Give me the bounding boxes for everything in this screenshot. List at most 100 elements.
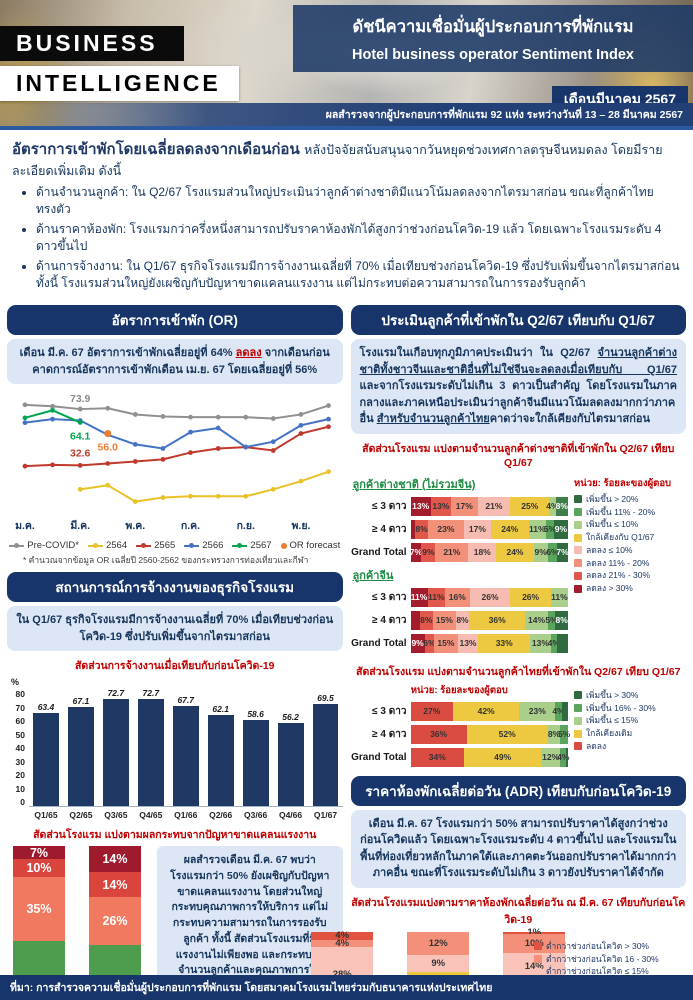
brand-logo: BUSINESS INTELLIGENCE (0, 26, 239, 101)
svg-text:32.6: 32.6 (70, 449, 91, 460)
survey-note: ผลสำรวจจากผู้ประกอบการที่พักแรม 92 แห่ง … (0, 103, 693, 126)
legend-swatch (574, 691, 582, 700)
stacked-row: Grand Total 34% 49% 12% 4% (351, 747, 569, 767)
bar-segment: 9% (410, 633, 425, 653)
svg-text:พ.ย.: พ.ย. (292, 521, 311, 532)
legend-item: เพิ่มขึ้น ≤ 10% (574, 520, 686, 530)
column-segment: 4% (311, 930, 374, 941)
employment-summary-box: ใน Q1/67 ธุรกิจโรงแรมมีการจ้างงานเฉลี่ยท… (7, 606, 343, 652)
foreign-unit-note: หน่วย: ร้อยละของผู้ตอบ (574, 477, 672, 489)
left-column: อัตราการเข้าพัก (OR) เดือน มี.ค. 67 อัตร… (7, 300, 343, 1000)
bar-segment: 4% (557, 747, 569, 767)
thai-unit-note: หน่วย: ร้อยละของผู้ตอบ (410, 684, 508, 696)
employment-bar: 63.4 (33, 702, 59, 807)
legend-swatch (574, 716, 582, 725)
bar-segment (410, 610, 420, 630)
bar-segment: 13% (410, 496, 431, 516)
legend-swatch (574, 742, 582, 751)
labor-chart-title: สัดส่วนโรงแรม แบ่งตามผลกระทบจากปัญหาขาดแ… (33, 829, 317, 842)
bar-segment: 23% (519, 701, 556, 721)
bar-segment: 8% (555, 610, 568, 630)
intro-summary: อัตราการเข้าพักโดยเฉลี่ยลดลงจากเดือนก่อน… (0, 130, 693, 298)
customers-summary-box: โรงแรมในเกือบทุกภูมิภาคประเมินว่า ใน Q2/… (350, 339, 686, 434)
bar-segment: 33% (478, 633, 531, 653)
bar-segment: 14% (525, 610, 548, 630)
bar-segment: 11% (550, 587, 569, 607)
bar-segment: 11% (410, 587, 428, 607)
bar-segment: 13% (457, 633, 479, 653)
bar-segment: 8% (415, 519, 428, 539)
bar-segment: 52% (466, 724, 548, 744)
intro-lead: อัตราการเข้าพักโดยเฉลี่ยลดลงจากเดือนก่อน… (12, 137, 681, 181)
bar-segment: 18% (468, 542, 497, 562)
or-line-chart-svg: 73.9 64.1 56.0 32.6 ม.ค. มี.ค. พ.ค. ก.ค. ก.ย. พ.ย… (15, 394, 331, 532)
bar-segment: 13% (530, 633, 551, 653)
column-segment: 7% (13, 846, 65, 860)
thai-customers-underline: สำหรับจำนวนลูกค้าไทย (376, 413, 490, 426)
bar-segment: 24% (490, 519, 529, 539)
non-chinese-stacked-bars: ≤ 3 ดาว 13% 13% 17% 21% 25% 4% 8% ≥ 4 ดาว 8% 23% 17… (351, 496, 569, 562)
employment-chart-title: สัดส่วนการจ้างงานเมื่อเทียบกับก่อนโควิด-… (74, 660, 275, 673)
legend-item: ลดลง 21% - 30% (574, 571, 686, 581)
bar-segment: 26% (510, 587, 551, 607)
bar-segment: 4% (548, 633, 560, 653)
bar-segment: 24% (496, 542, 534, 562)
decrease-highlight: ลดลง (235, 347, 262, 360)
legend-item: 2567 (232, 540, 272, 551)
bar-segment: 9% (553, 519, 568, 539)
bar-segment: 9% (533, 542, 548, 562)
bar-segment (561, 701, 568, 721)
legend-swatch (534, 955, 542, 964)
bar-segment: 25% (510, 496, 550, 516)
bar-segment: 11% (528, 519, 546, 539)
stacked-row: ≤ 3 ดาว 11% 11% 16% 26% 26% 11% (351, 587, 569, 607)
thai-stacked-bars: ≤ 3 ดาว 27% 42% 23% 4% ≥ 4 ดาว 36% 52% 8% 5% Grand… (351, 701, 570, 767)
employment-bar: 56.2 (277, 712, 304, 807)
bar-segment: 5% (545, 610, 558, 630)
svg-text:ก.ย.: ก.ย. (237, 521, 255, 532)
svg-text:73.9: 73.9 (70, 394, 91, 405)
legend-item: เพิ่มขึ้น 11% - 20% (574, 507, 686, 518)
legend-item: ใกล้เคียงกับ Q1/67 (574, 532, 686, 543)
legend-marker (232, 542, 248, 548)
adr-chart-title: สัดส่วนโรงแรมแบ่งตามราคาห้องพักเฉลี่ยต่อ… (351, 896, 686, 926)
section-title-employment: สถานการณ์การจ้างงานของธุรกิจโรงแรม (7, 572, 343, 603)
group-label-non-chinese: ลูกค้าต่างชาติ (ไม่รวมจีน) (352, 478, 476, 491)
occupancy-summary-line1: เดือน มี.ค. 67 อัตราการเข้าพักเฉลี่ยอยู่… (19, 347, 330, 360)
legend-item: เพิ่มขึ้น ≤ 15% (574, 716, 686, 726)
bar-segment (410, 519, 416, 539)
bar-segment: 4% (546, 496, 559, 516)
source-footer: ที่มา: การสำรวจความเชื่อมั่นผู้ประกอบการ… (0, 975, 693, 1000)
header-banner: BUSINESS INTELLIGENCE ดัชนีความเชื่อมั่น… (0, 0, 693, 130)
bar-segment: 12% (541, 747, 561, 767)
svg-text:56.0: 56.0 (98, 443, 119, 454)
employment-bar: 67.1 (67, 696, 94, 807)
legend-swatch (574, 584, 582, 593)
occupancy-summary-line2: คาดการณ์อัตราการเข้าพักเดือน เม.ย. 67 โด… (32, 363, 318, 376)
legend-marker (87, 542, 103, 548)
intro-bullet-room-rate: ด้านราคาห้องพัก: โรงแรมกว่าครึ่งหนึ่งสาม… (36, 221, 681, 256)
foreign-chart-title: สัดส่วนโรงแรม แบ่งตามจำนวนลูกค้าต่างชาติ… (362, 442, 675, 469)
occupancy-chart-legend: Pre-COVID* 2564 2565 2566 2567 OR forecast (7, 540, 343, 551)
bar-segment: 8% (547, 724, 561, 744)
legend-swatch (574, 729, 582, 738)
svg-text:ม.ค.: ม.ค. (15, 521, 35, 532)
section-title-customers: ประเมินลูกค้าที่เข้าพักใน Q2/67 เทียบกับ… (350, 305, 686, 336)
legend-item: 2565 (136, 540, 175, 551)
employment-bar-chart: % 80 70 60 50 40 30 20 10 0 63.4 67.1 72.7 72.7 67.7 62… (7, 677, 343, 820)
stacked-row: ≥ 4 ดาว 8% 23% 17% 24% 11% 5% 9% (351, 519, 569, 539)
brand-line-business: BUSINESS (0, 26, 184, 61)
legend-swatch (574, 495, 582, 504)
chinese-stacked-bars: ≤ 3 ดาว 11% 11% 16% 26% 26% 11% ≥ 4 ดาว 8% 15% 8% 3… (351, 587, 569, 653)
employment-bar: 69.5 (312, 693, 339, 807)
legend-marker (184, 542, 200, 548)
foreign-charts-area: ลูกค้าต่างชาติ (ไม่รวมจีน) ≤ 3 ดาว 13% 13%… (351, 472, 569, 657)
legend-item: ลดลง > 30% (574, 583, 686, 594)
bar-segment: 13% (430, 496, 452, 516)
legend-swatch (574, 571, 582, 580)
legend-swatch (574, 559, 582, 568)
occupancy-line-chart: 73.9 64.1 56.0 32.6 ม.ค. มี.ค. พ.ค. ก.ค. ก.ย. พ.ย… (7, 384, 343, 539)
legend-swatch (574, 520, 582, 529)
bar-segment: 34% (410, 747, 465, 767)
bar-segment: 9% (421, 542, 436, 562)
